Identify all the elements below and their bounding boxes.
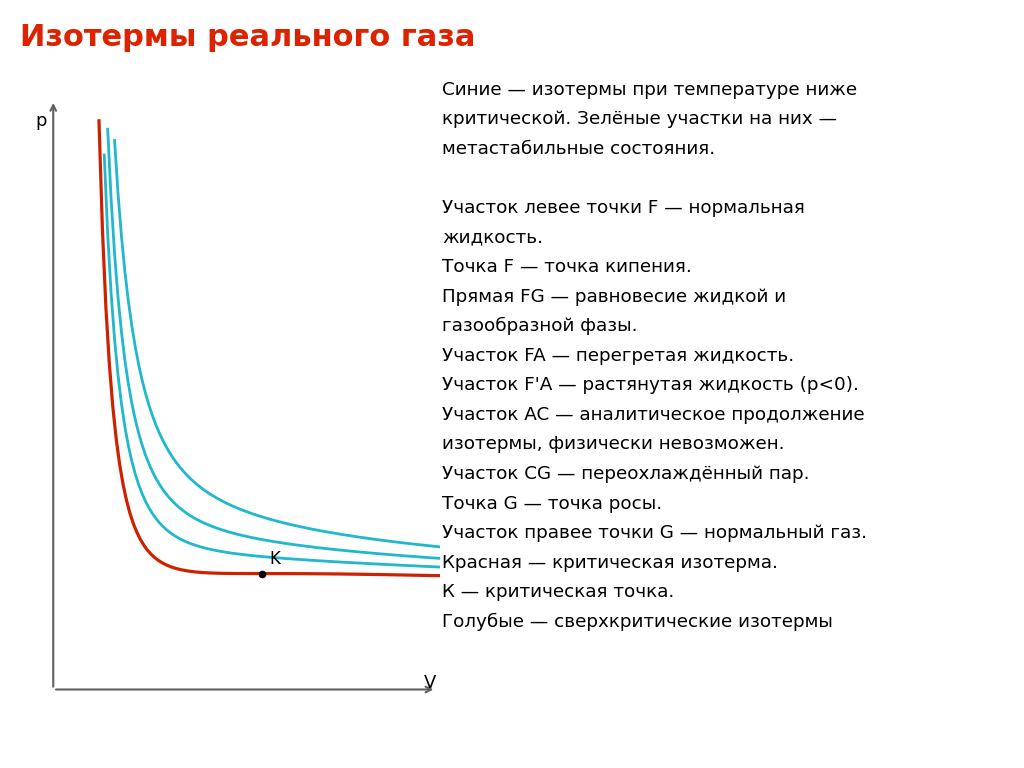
Text: K: K <box>269 550 281 568</box>
Text: критической. Зелёные участки на них —: критической. Зелёные участки на них — <box>442 110 838 128</box>
Text: Участок FA — перегретая жидкость.: Участок FA — перегретая жидкость. <box>442 347 795 365</box>
Text: К — критическая точка.: К — критическая точка. <box>442 584 675 601</box>
Text: Участок правее точки G — нормальный газ.: Участок правее точки G — нормальный газ. <box>442 524 867 542</box>
Text: жидкость.: жидкость. <box>442 229 544 247</box>
Text: Синие — изотермы при температуре ниже: Синие — изотермы при температуре ниже <box>442 81 857 98</box>
Text: Участок левее точки F — нормальная: Участок левее точки F — нормальная <box>442 199 805 217</box>
Text: Участок CG — переохлаждённый пар.: Участок CG — переохлаждённый пар. <box>442 465 810 483</box>
Text: Прямая FG — равновесие жидкой и: Прямая FG — равновесие жидкой и <box>442 288 786 306</box>
Text: p: p <box>35 112 47 130</box>
Text: Изотермы реального газа: Изотермы реального газа <box>20 23 476 52</box>
Text: Точка F — точка кипения.: Точка F — точка кипения. <box>442 258 692 276</box>
Text: изотермы, физически невозможен.: изотермы, физически невозможен. <box>442 435 784 453</box>
Text: Красная — критическая изотерма.: Красная — критическая изотерма. <box>442 554 778 571</box>
Text: газообразной фазы.: газообразной фазы. <box>442 317 638 336</box>
Text: V: V <box>424 674 436 691</box>
Text: метастабильные состояния.: метастабильные состояния. <box>442 140 716 157</box>
Text: Точка G — точка росы.: Точка G — точка росы. <box>442 495 663 512</box>
Text: Голубые — сверхкритические изотермы: Голубые — сверхкритические изотермы <box>442 613 834 631</box>
Text: Участок F'A — растянутая жидкость (p<0).: Участок F'A — растянутая жидкость (p<0). <box>442 376 859 394</box>
Text: Участок AC — аналитическое продолжение: Участок AC — аналитическое продолжение <box>442 406 865 424</box>
